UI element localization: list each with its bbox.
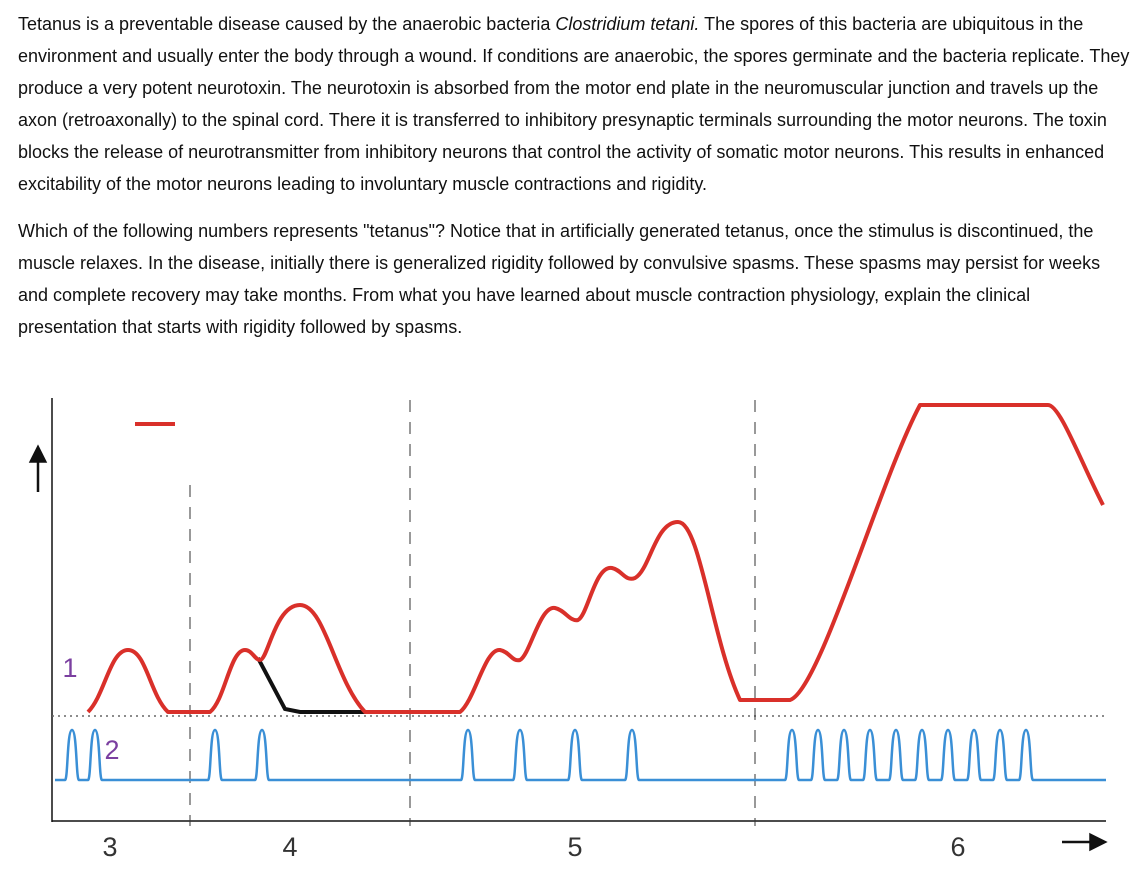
arrow-head	[1089, 832, 1108, 852]
black-curve	[256, 657, 366, 714]
label: 5	[567, 832, 582, 862]
label: 2	[104, 735, 119, 765]
document: Tetanus is a preventable disease caused …	[18, 8, 1130, 358]
arrow-head	[28, 444, 48, 463]
blue-trace	[55, 728, 1106, 782]
text: The spores of this bacteria are ubiquito…	[18, 14, 1130, 194]
label: 1	[62, 653, 77, 683]
red-curve	[86, 403, 1105, 714]
text: Tetanus is a preventable disease caused …	[18, 14, 556, 34]
labels: 1 2 3 4 5 6	[62, 653, 965, 862]
paragraph: Which of the following numbers represent…	[18, 221, 1101, 337]
label: 3	[102, 832, 117, 862]
label: 6	[950, 832, 965, 862]
label: 4	[282, 832, 297, 862]
axes	[28, 398, 1108, 852]
paragraph: Tetanus is a preventable disease caused …	[18, 8, 1130, 200]
italic-text: Clostridium tetani.	[555, 14, 700, 34]
